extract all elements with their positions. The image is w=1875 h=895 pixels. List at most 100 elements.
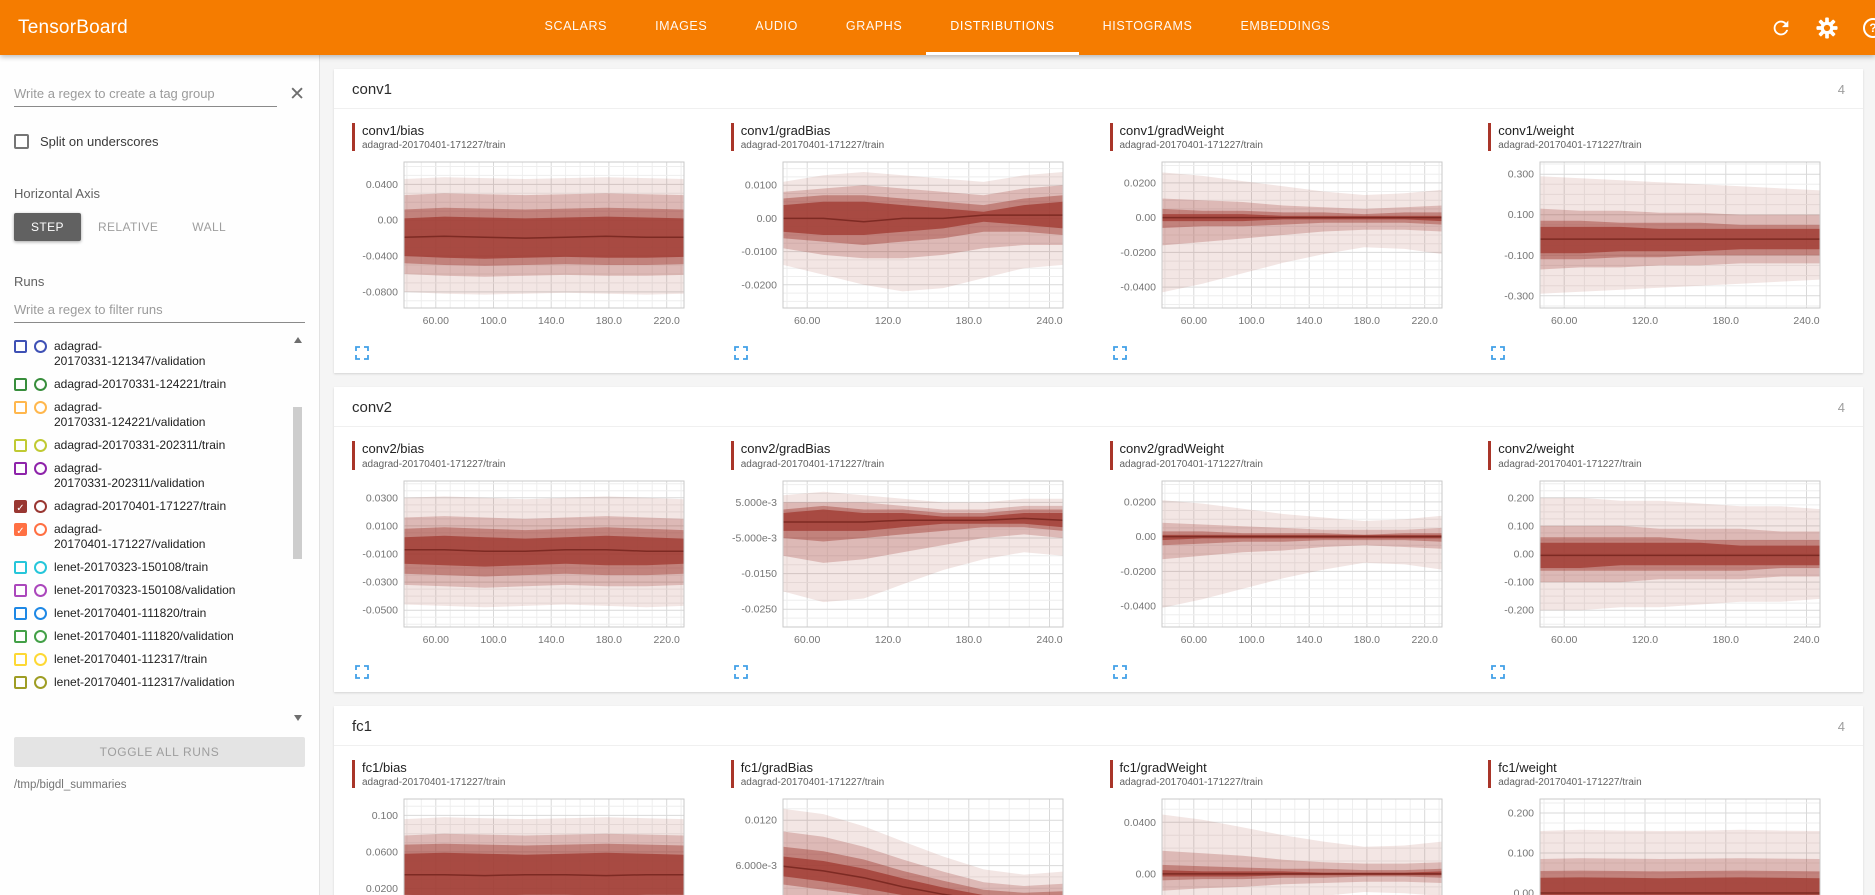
run-radio[interactable] <box>34 500 47 513</box>
run-label: adagrad- 20170331-121347/validation <box>54 339 206 368</box>
split-underscores-checkbox[interactable] <box>14 134 29 149</box>
run-row: adagrad-20170331-124221/train <box>14 373 287 396</box>
run-radio[interactable] <box>34 561 47 574</box>
run-radio[interactable] <box>34 607 47 620</box>
tab-embeddings[interactable]: EMBEDDINGS <box>1240 19 1331 33</box>
category-header[interactable]: fc1 4 <box>334 706 1863 746</box>
svg-text:-0.0500: -0.0500 <box>362 604 398 616</box>
expand-fullscreen-icon[interactable] <box>354 345 370 361</box>
run-checkbox[interactable] <box>14 584 27 597</box>
run-checkbox[interactable] <box>14 561 27 574</box>
run-checkbox[interactable] <box>14 630 27 643</box>
run-row: adagrad- 20170331-121347/validation <box>14 335 287 373</box>
distribution-plot[interactable]: 60.00 120.0 180.0 240.0 0.300 0.100 -0.100 -0.3… <box>1488 154 1828 332</box>
settings-gear-icon[interactable] <box>1816 16 1838 39</box>
svg-text:140.0: 140.0 <box>538 315 564 327</box>
run-radio[interactable] <box>34 630 47 643</box>
svg-text:-0.0250: -0.0250 <box>741 603 777 615</box>
run-checkbox[interactable] <box>14 439 27 452</box>
distribution-plot[interactable]: 60.00 100.0 140.0 180.0 220.0 0.0200 0.00 -0.02… <box>1110 473 1450 651</box>
close-icon[interactable]: ✕ <box>289 83 305 105</box>
category-title: conv2 <box>352 399 393 417</box>
category-header[interactable]: conv1 4 <box>334 69 1863 109</box>
run-radio[interactable] <box>34 401 47 414</box>
run-checkbox[interactable] <box>14 607 27 620</box>
distribution-plot[interactable]: 60.00100.0140.0180.0220.00.1000.06000.02… <box>352 791 692 895</box>
run-radio[interactable] <box>34 523 47 536</box>
expand-fullscreen-icon[interactable] <box>733 345 749 361</box>
axis-mode-relative-button[interactable]: RELATIVE <box>97 220 159 234</box>
chart-title: fc1/weight <box>1498 759 1557 775</box>
run-row: adagrad- 20170331-124221/validation <box>14 396 287 434</box>
run-checkbox[interactable] <box>14 653 27 666</box>
expand-fullscreen-icon[interactable] <box>1490 345 1506 361</box>
svg-text:-0.0150: -0.0150 <box>741 568 777 580</box>
tab-images[interactable]: IMAGES <box>655 19 708 33</box>
run-checkbox[interactable] <box>14 340 27 353</box>
run-row: lenet-20170401-111820/train <box>14 602 287 625</box>
tab-histograms[interactable]: HISTOGRAMS <box>1102 19 1193 33</box>
expand-fullscreen-icon[interactable] <box>733 664 749 680</box>
scroll-down-arrow-icon[interactable] <box>294 715 302 721</box>
toggle-all-runs-button[interactable]: TOGGLE ALL RUNS <box>14 737 305 767</box>
expand-fullscreen-icon[interactable] <box>1112 345 1128 361</box>
run-radio[interactable] <box>34 584 47 597</box>
distribution-plot[interactable]: 60.00 120.0 180.0 240.0 5.000e-3 -5.000e-3 -0.… <box>731 473 1071 651</box>
scroll-up-arrow-icon[interactable] <box>294 337 302 343</box>
run-radio[interactable] <box>34 462 47 475</box>
tab-audio[interactable]: AUDIO <box>755 19 798 33</box>
tab-scalars[interactable]: SCALARS <box>544 19 608 33</box>
run-color-bar <box>730 123 734 152</box>
run-radio[interactable] <box>34 439 47 452</box>
distribution-plot[interactable]: 60.00 100.0 140.0 180.0 220.0 0.0300 0.0100 -0.… <box>352 473 692 651</box>
run-label: adagrad-20170401-171227/train <box>54 499 227 513</box>
run-radio[interactable] <box>34 340 47 353</box>
run-checkbox[interactable]: ✓ <box>14 523 27 537</box>
expand-fullscreen-icon[interactable] <box>1490 664 1506 680</box>
run-checkbox[interactable] <box>14 401 27 414</box>
axis-mode-step-button[interactable]: STEP <box>14 213 81 241</box>
run-label: lenet-20170323-150108/validation <box>54 583 236 597</box>
chart-run-label: adagrad-20170401-171227/train <box>362 776 506 788</box>
svg-text:-0.0200: -0.0200 <box>741 280 777 292</box>
svg-text:220.0: 220.0 <box>654 634 680 646</box>
distribution-plot[interactable]: 60.00 100.0 140.0 180.0 220.0 0.0200 0.00 -0.02… <box>1110 154 1450 332</box>
svg-text:-0.0400: -0.0400 <box>362 251 398 263</box>
run-checkbox[interactable] <box>14 676 27 689</box>
svg-text:220.0: 220.0 <box>1411 634 1437 646</box>
run-checkbox[interactable]: ✓ <box>14 500 27 514</box>
scrollbar-thumb[interactable] <box>293 407 302 559</box>
category-header[interactable]: conv2 4 <box>334 387 1863 428</box>
svg-text:0.00: 0.00 <box>1135 868 1156 880</box>
run-checkbox[interactable] <box>14 462 27 475</box>
axis-mode-wall-button[interactable]: WALL <box>192 220 227 234</box>
chart-title: fc1/gradBias <box>740 759 814 775</box>
svg-text:140.0: 140.0 <box>538 634 564 646</box>
expand-fullscreen-icon[interactable] <box>354 664 370 680</box>
help-icon[interactable]: ? <box>1862 17 1875 39</box>
run-radio[interactable] <box>34 676 47 689</box>
run-radio[interactable] <box>34 653 47 666</box>
distribution-plot[interactable]: 60.00 120.0 180.0 240.0 0.200 0.100 0.00 -0.100… <box>1488 473 1828 651</box>
chart-title: conv2/weight <box>1498 441 1575 457</box>
runs-heading: Runs <box>14 274 45 289</box>
run-filter-regex-input[interactable] <box>14 297 305 323</box>
expand-fullscreen-icon[interactable] <box>1112 664 1128 680</box>
svg-text:100.0: 100.0 <box>480 634 506 646</box>
tab-graphs[interactable]: GRAPHS <box>845 19 903 33</box>
tab-distributions[interactable]: DISTRIBUTIONS <box>926 0 1079 55</box>
svg-text:240.0: 240.0 <box>1036 634 1062 646</box>
app-title: TensorBoard <box>18 16 128 38</box>
svg-text:0.100: 0.100 <box>372 810 398 822</box>
refresh-icon[interactable] <box>1770 17 1792 39</box>
distribution-plot[interactable]: 60.00100.0140.0180.0220.00.04000.00-0.04… <box>1110 791 1450 895</box>
run-checkbox[interactable] <box>14 378 27 391</box>
run-radio[interactable] <box>34 378 47 391</box>
chart-card: fc1/weightadagrad-20170401-171227/train6… <box>1478 752 1857 895</box>
run-label: lenet-20170323-150108/train <box>54 560 209 574</box>
tag-group-regex-input[interactable] <box>14 81 278 107</box>
distribution-plot[interactable]: 60.00 120.0 180.0 240.0 0.0100 0.00 -0.0100 -0.… <box>731 154 1071 332</box>
